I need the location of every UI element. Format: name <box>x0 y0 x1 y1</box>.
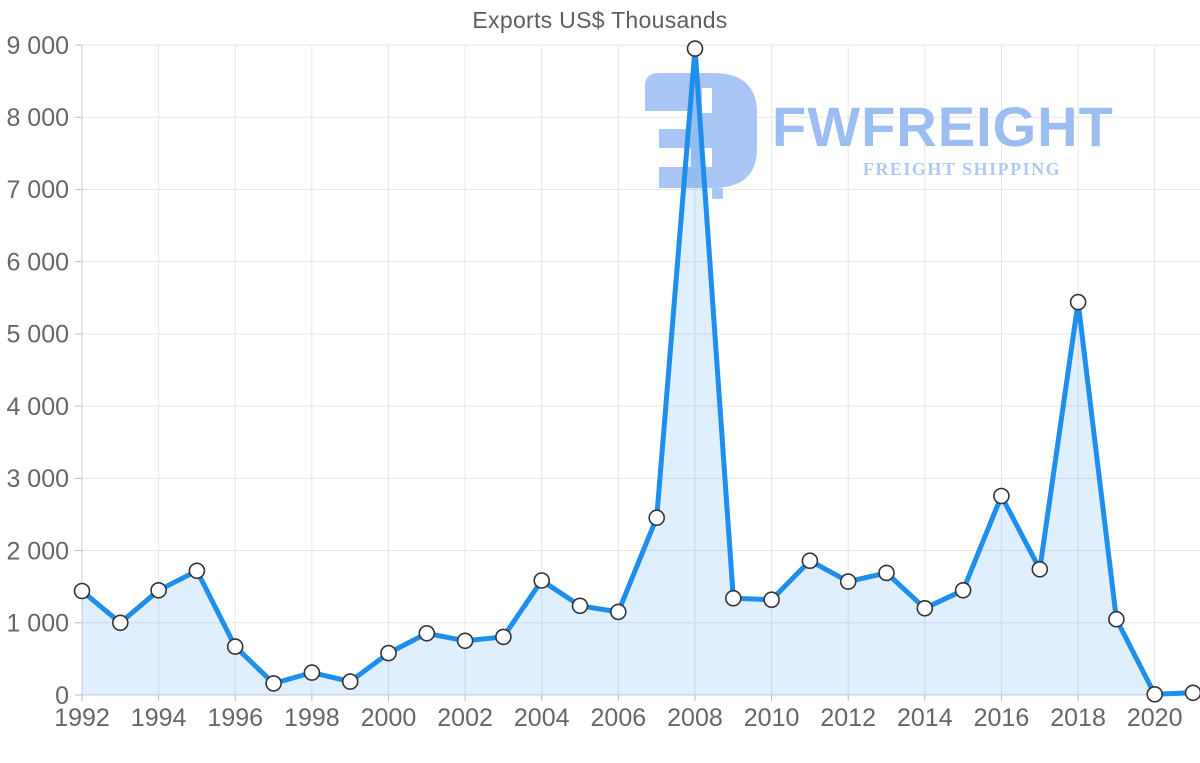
data-point-marker-1993[interactable] <box>112 614 129 632</box>
y-axis-label: 6 000 <box>6 248 69 276</box>
exports-series <box>73 40 1200 703</box>
chart-title: Exports US$ Thousands <box>472 7 728 33</box>
x-axis-label: 1994 <box>131 704 187 732</box>
data-point-marker-2008[interactable] <box>686 40 704 57</box>
y-axis-label: 9 000 <box>6 32 69 60</box>
x-axis-label: 2018 <box>1050 704 1106 732</box>
y-axis-label: 8 000 <box>6 104 69 132</box>
data-point-marker-2011[interactable] <box>801 552 819 570</box>
data-point-marker-2007[interactable] <box>648 509 666 527</box>
x-axis-label: 2004 <box>514 704 570 732</box>
y-axis-label: 5 000 <box>6 321 69 349</box>
y-axis-label: 4 000 <box>6 393 69 421</box>
y-axis-label: 7 000 <box>6 176 69 204</box>
x-axis-label: 2006 <box>591 704 647 732</box>
x-axis-label: 1992 <box>54 704 110 732</box>
data-point-marker-1994[interactable] <box>150 581 167 599</box>
data-point-marker-2002[interactable] <box>456 632 474 650</box>
exports-line <box>79 46 1196 697</box>
fwfreight-logo-mark <box>645 73 757 199</box>
x-axis-label: 2000 <box>361 704 417 732</box>
data-point-marker-2000[interactable] <box>380 644 397 662</box>
fwfreight-logo-tagline: FREIGHT SHIPPING <box>863 159 1061 179</box>
data-point-marker-2013[interactable] <box>878 564 895 582</box>
x-axis-label: 2020 <box>1127 704 1183 732</box>
data-point-marker-2003[interactable] <box>495 628 512 646</box>
data-point-marker-2009[interactable] <box>724 589 742 607</box>
data-point-marker-1997[interactable] <box>265 675 282 692</box>
data-point-marker-2001[interactable] <box>418 624 436 642</box>
x-axis-label: 1998 <box>284 704 340 732</box>
data-point-marker-2014[interactable] <box>916 599 934 617</box>
y-axis-label: 2 000 <box>6 537 69 565</box>
data-point-marker-1992[interactable] <box>73 582 91 600</box>
fwfreight-logo-text: FWFREIGHT <box>772 95 1114 158</box>
data-point-marker-2005[interactable] <box>571 597 589 615</box>
data-point-marker-2017[interactable] <box>1031 560 1049 578</box>
x-axis-label: 2002 <box>437 704 493 732</box>
x-axis-label: 2016 <box>974 704 1030 732</box>
axis-labels: 0 1 000 2 000 3 000 4 000 5 000 6 000 7 000 8 00… <box>6 32 1182 732</box>
x-axis-label: 1996 <box>207 704 263 732</box>
x-axis-label: 2008 <box>667 704 723 732</box>
data-point-marker-2020[interactable] <box>1146 685 1163 703</box>
data-point-marker-1996[interactable] <box>226 638 244 655</box>
data-point-marker-2018[interactable] <box>1069 293 1087 311</box>
data-point-marker-2006[interactable] <box>609 603 627 621</box>
x-axis-label: 2010 <box>744 704 800 732</box>
x-axis-label: 2014 <box>897 704 953 732</box>
data-point-marker-2016[interactable] <box>993 487 1010 505</box>
y-axis-label: 1 000 <box>6 610 69 638</box>
data-point-marker-1995[interactable] <box>188 562 206 580</box>
data-point-marker-2021[interactable] <box>1184 684 1200 702</box>
data-point-marker-2004[interactable] <box>533 572 551 589</box>
x-axis-label: 2012 <box>820 704 876 732</box>
y-axis-label: 0 <box>55 682 69 710</box>
fwfreight-watermark: FWFREIGHT FREIGHT SHIPPING <box>645 73 1114 199</box>
data-point-marker-2010[interactable] <box>763 591 780 609</box>
data-point-marker-1998[interactable] <box>303 664 321 681</box>
y-axis-label: 3 000 <box>6 465 69 493</box>
data-point-marker-2015[interactable] <box>954 581 972 599</box>
data-point-marker-1999[interactable] <box>341 673 359 690</box>
data-point-marker-2012[interactable] <box>839 573 857 590</box>
data-point-marker-2019[interactable] <box>1108 610 1125 628</box>
